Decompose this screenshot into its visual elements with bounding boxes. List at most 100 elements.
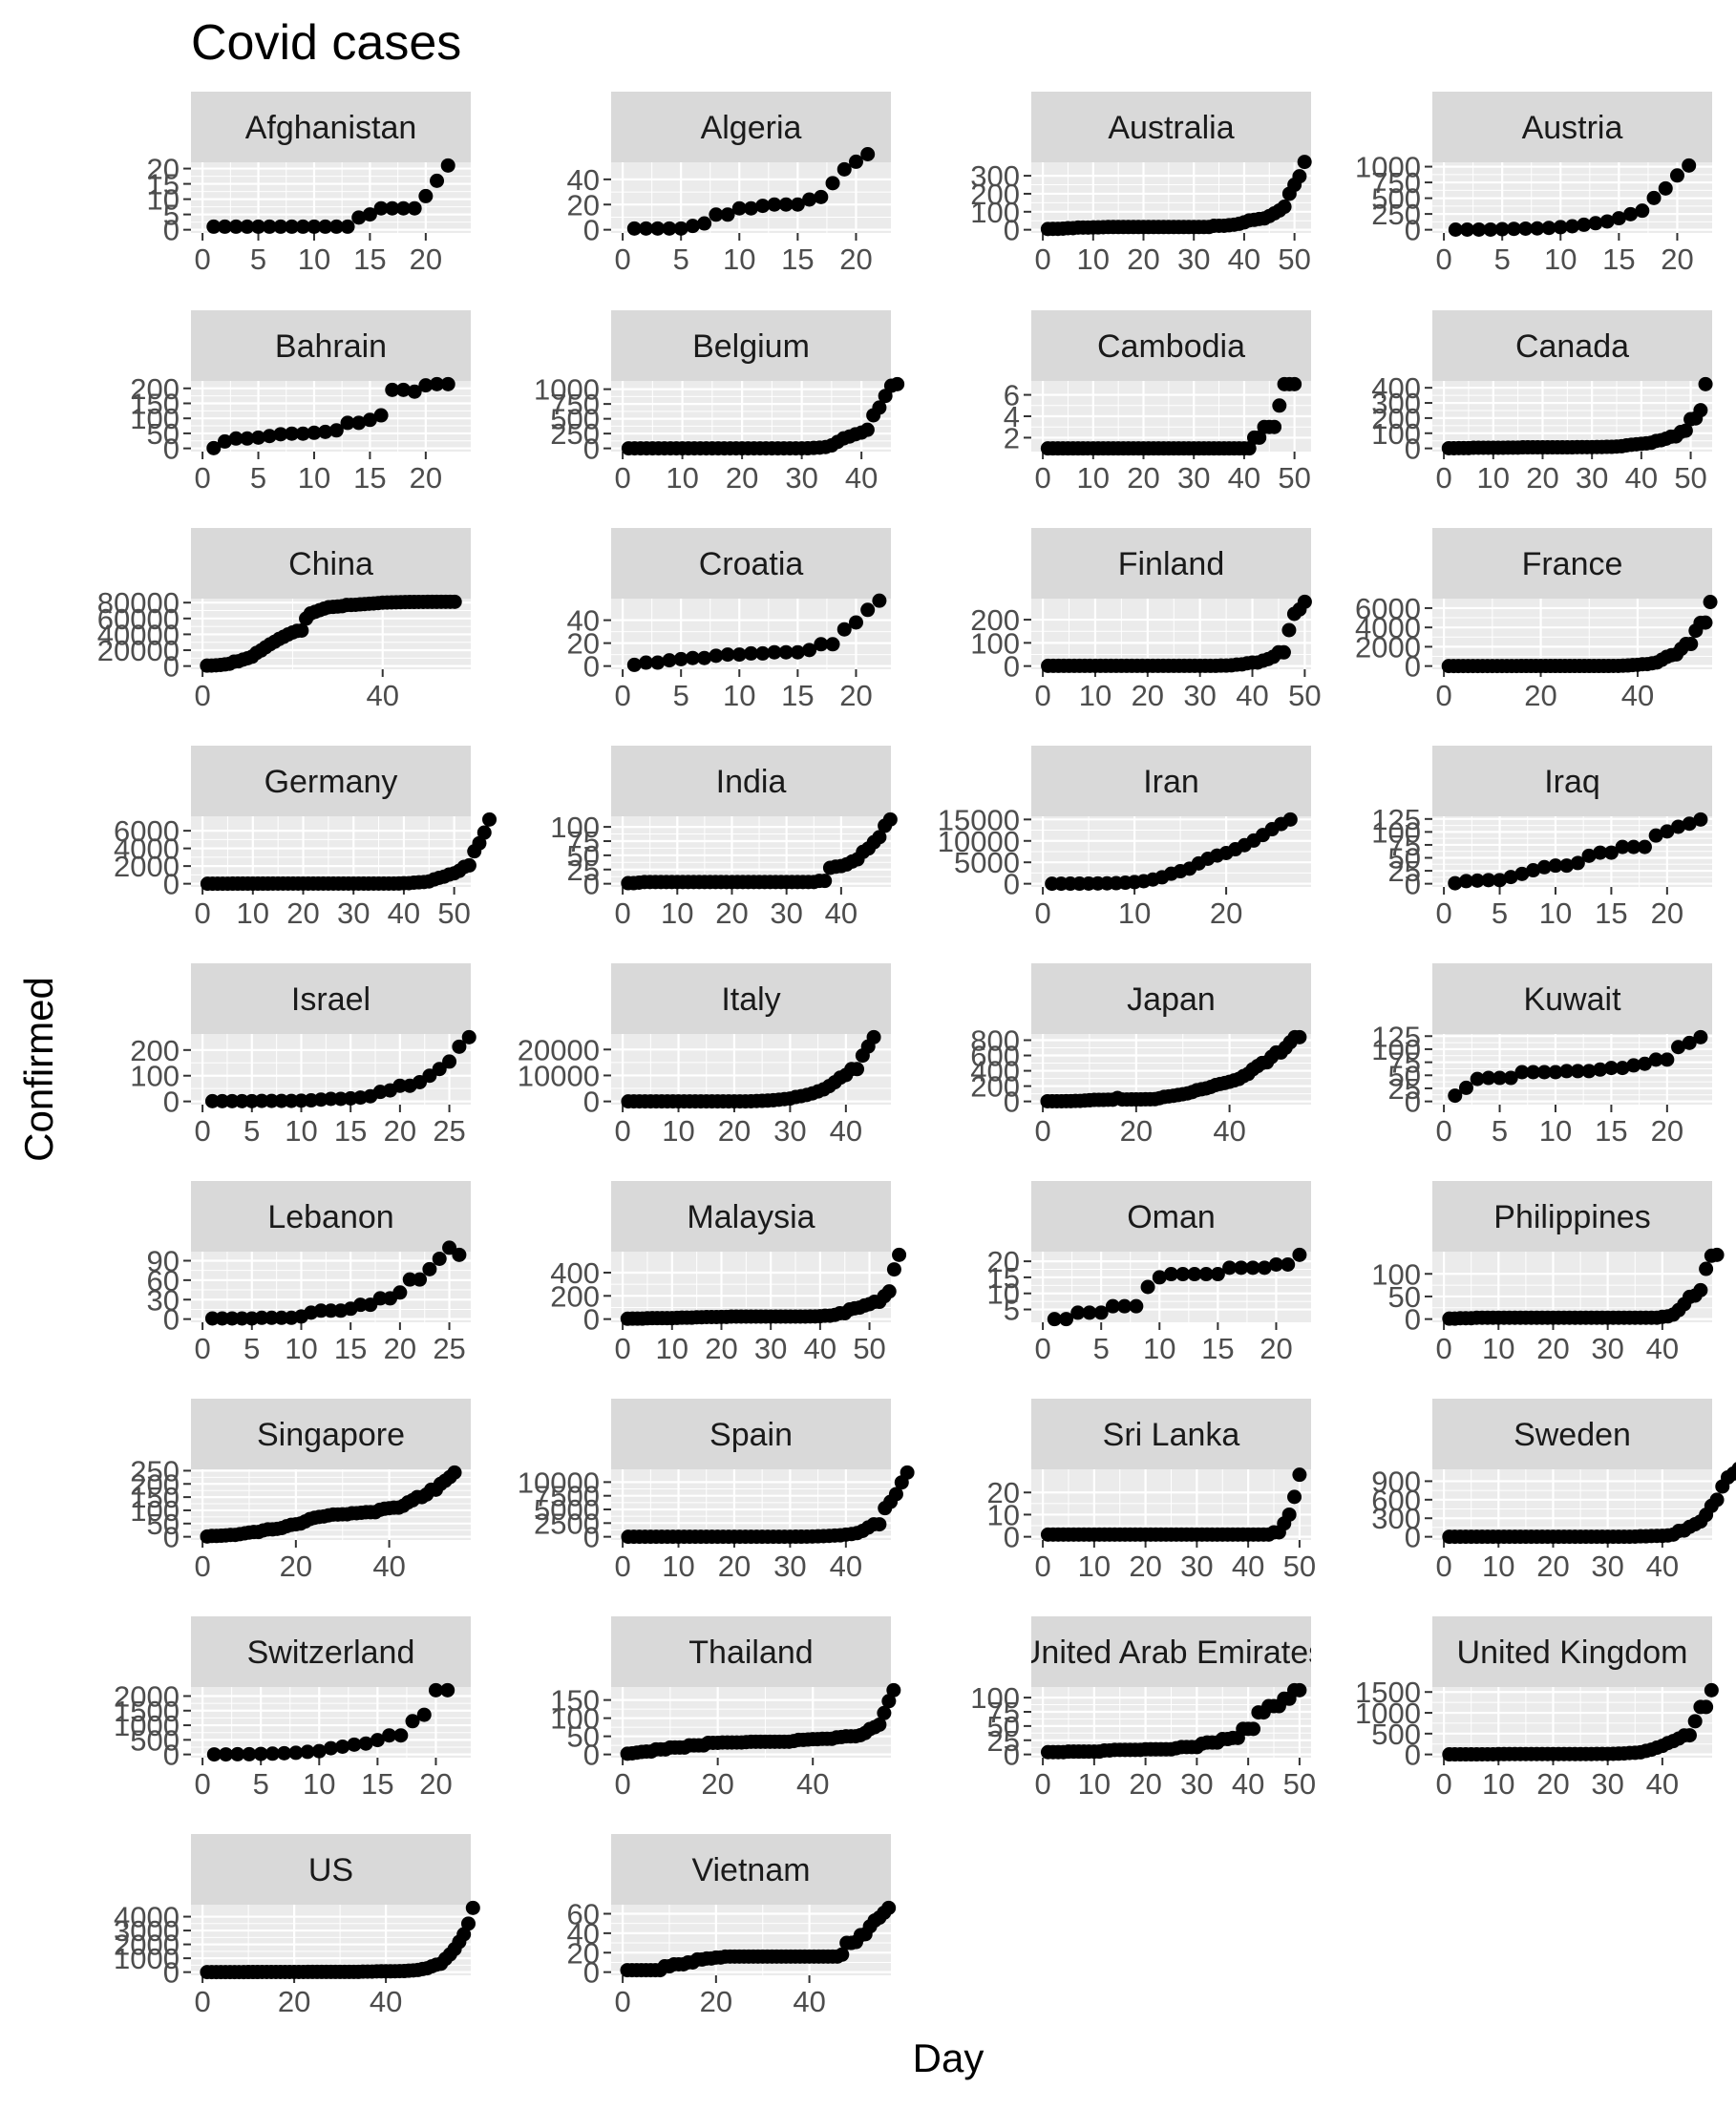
data-point <box>1281 1507 1297 1522</box>
data-point <box>1660 1052 1675 1067</box>
data-point <box>1287 376 1302 391</box>
x-tick-label: 10 <box>723 679 755 712</box>
data-point <box>373 408 389 423</box>
data-point <box>273 427 288 442</box>
data-point <box>328 423 344 438</box>
data-point <box>1222 1260 1238 1276</box>
facet-points <box>1441 595 1718 674</box>
facet-points <box>1448 158 1697 238</box>
data-point <box>1164 1267 1178 1282</box>
data-point <box>1082 1305 1097 1320</box>
facet-points <box>626 146 876 236</box>
facet-title: Sri Lanka <box>1103 1417 1240 1453</box>
x-tick-label: 10 <box>237 896 269 930</box>
x-tick-label: 10 <box>656 1332 688 1365</box>
data-point <box>1514 866 1530 881</box>
y-tick-label: 300 <box>1371 387 1421 420</box>
y-tick-label: 0 <box>1004 1739 1020 1772</box>
data-point <box>430 376 445 391</box>
y-tick-label: 2000 <box>114 1679 180 1713</box>
data-point <box>1047 1312 1062 1327</box>
data-point <box>1514 1065 1530 1080</box>
facet-title: Iraq <box>1544 764 1600 800</box>
data-point <box>407 200 422 216</box>
facet-title: Finland <box>1118 546 1225 582</box>
x-tick-label: 20 <box>839 679 872 712</box>
x-tick-label: 0 <box>1435 679 1451 712</box>
facet-points <box>200 594 462 673</box>
y-tick-label: 2000 <box>114 1929 180 1962</box>
x-tick-label: 30 <box>785 461 817 495</box>
data-point <box>461 1916 476 1931</box>
y-tick-label: 100 <box>550 811 600 844</box>
y-tick-label: 250 <box>550 417 600 451</box>
y-tick-label: 25 <box>1388 854 1421 888</box>
data-point <box>1093 1305 1109 1320</box>
y-tick-label: 0 <box>583 1739 600 1772</box>
x-tick-label: 0 <box>194 243 210 276</box>
facet-title: Austria <box>1522 110 1623 146</box>
x-tick-label: 10 <box>1544 243 1577 276</box>
data-point <box>465 1900 480 1915</box>
facet-title: Lebanon <box>267 1199 393 1235</box>
x-tick-label: 10 <box>1077 243 1110 276</box>
x-tick-label: 0 <box>614 1550 630 1583</box>
x-tick-label: 5 <box>243 1114 260 1148</box>
y-tick-label: 400 <box>970 1055 1020 1088</box>
data-point <box>881 1900 897 1915</box>
x-tick-label: 30 <box>1576 461 1608 495</box>
y-tick-label: 2000 <box>1355 630 1421 664</box>
x-tick-label: 10 <box>298 243 330 276</box>
x-tick-label: 20 <box>278 1985 310 2018</box>
data-point <box>1257 1260 1272 1276</box>
data-point <box>814 637 829 652</box>
data-point <box>1693 403 1708 418</box>
data-point <box>890 376 905 391</box>
x-tick-label: 5 <box>1492 1114 1508 1148</box>
data-point <box>1731 1462 1736 1476</box>
y-tick-label: 500 <box>1371 1718 1421 1751</box>
x-tick-label: 30 <box>754 1332 787 1365</box>
x-tick-label: 10 <box>1078 1550 1111 1583</box>
y-tick-label: 125 <box>1371 1020 1421 1053</box>
x-tick-label: 50 <box>1283 1550 1316 1583</box>
y-tick-label: 0 <box>1405 650 1421 684</box>
x-tick-label: 15 <box>1602 243 1635 276</box>
data-point <box>1637 839 1652 854</box>
y-tick-label: 7500 <box>534 1480 600 1513</box>
data-point <box>872 593 887 608</box>
x-tick-label: 40 <box>1646 1332 1679 1365</box>
data-point <box>1493 873 1508 888</box>
x-tick-label: 0 <box>1034 243 1050 276</box>
x-tick-label: 20 <box>1524 679 1556 712</box>
y-tick-label: 0 <box>1004 1521 1020 1554</box>
facet-strip <box>611 92 891 162</box>
x-tick-label: 20 <box>1536 1550 1569 1583</box>
x-tick-label: 0 <box>614 1767 630 1801</box>
x-tick-label: 10 <box>1482 1332 1514 1365</box>
data-point <box>217 433 232 449</box>
facet-title: Cambodia <box>1097 328 1245 365</box>
x-tick-label: 40 <box>372 1550 405 1583</box>
y-tick-label: 0 <box>1405 432 1421 466</box>
x-tick-label: 15 <box>1201 1332 1234 1365</box>
facet-title: Vietnam <box>691 1852 810 1888</box>
facet-title: Italy <box>721 981 780 1018</box>
x-tick-label: 10 <box>1118 896 1151 930</box>
y-tick-label: 100 <box>970 626 1020 660</box>
x-tick-label: 0 <box>1435 461 1451 495</box>
y-tick-label: 5 <box>163 199 180 232</box>
data-point <box>1198 1267 1214 1282</box>
facet-points <box>620 1247 907 1326</box>
y-tick-label: 3000 <box>114 1914 180 1948</box>
x-tick-label: 5 <box>250 461 266 495</box>
y-tick-label: 60 <box>147 1264 180 1297</box>
y-tick-label: 600 <box>1371 1484 1421 1517</box>
data-point <box>372 1291 388 1306</box>
data-point <box>385 200 400 216</box>
x-tick-label: 30 <box>1591 1332 1623 1365</box>
y-tick-label: 10000 <box>938 825 1020 858</box>
